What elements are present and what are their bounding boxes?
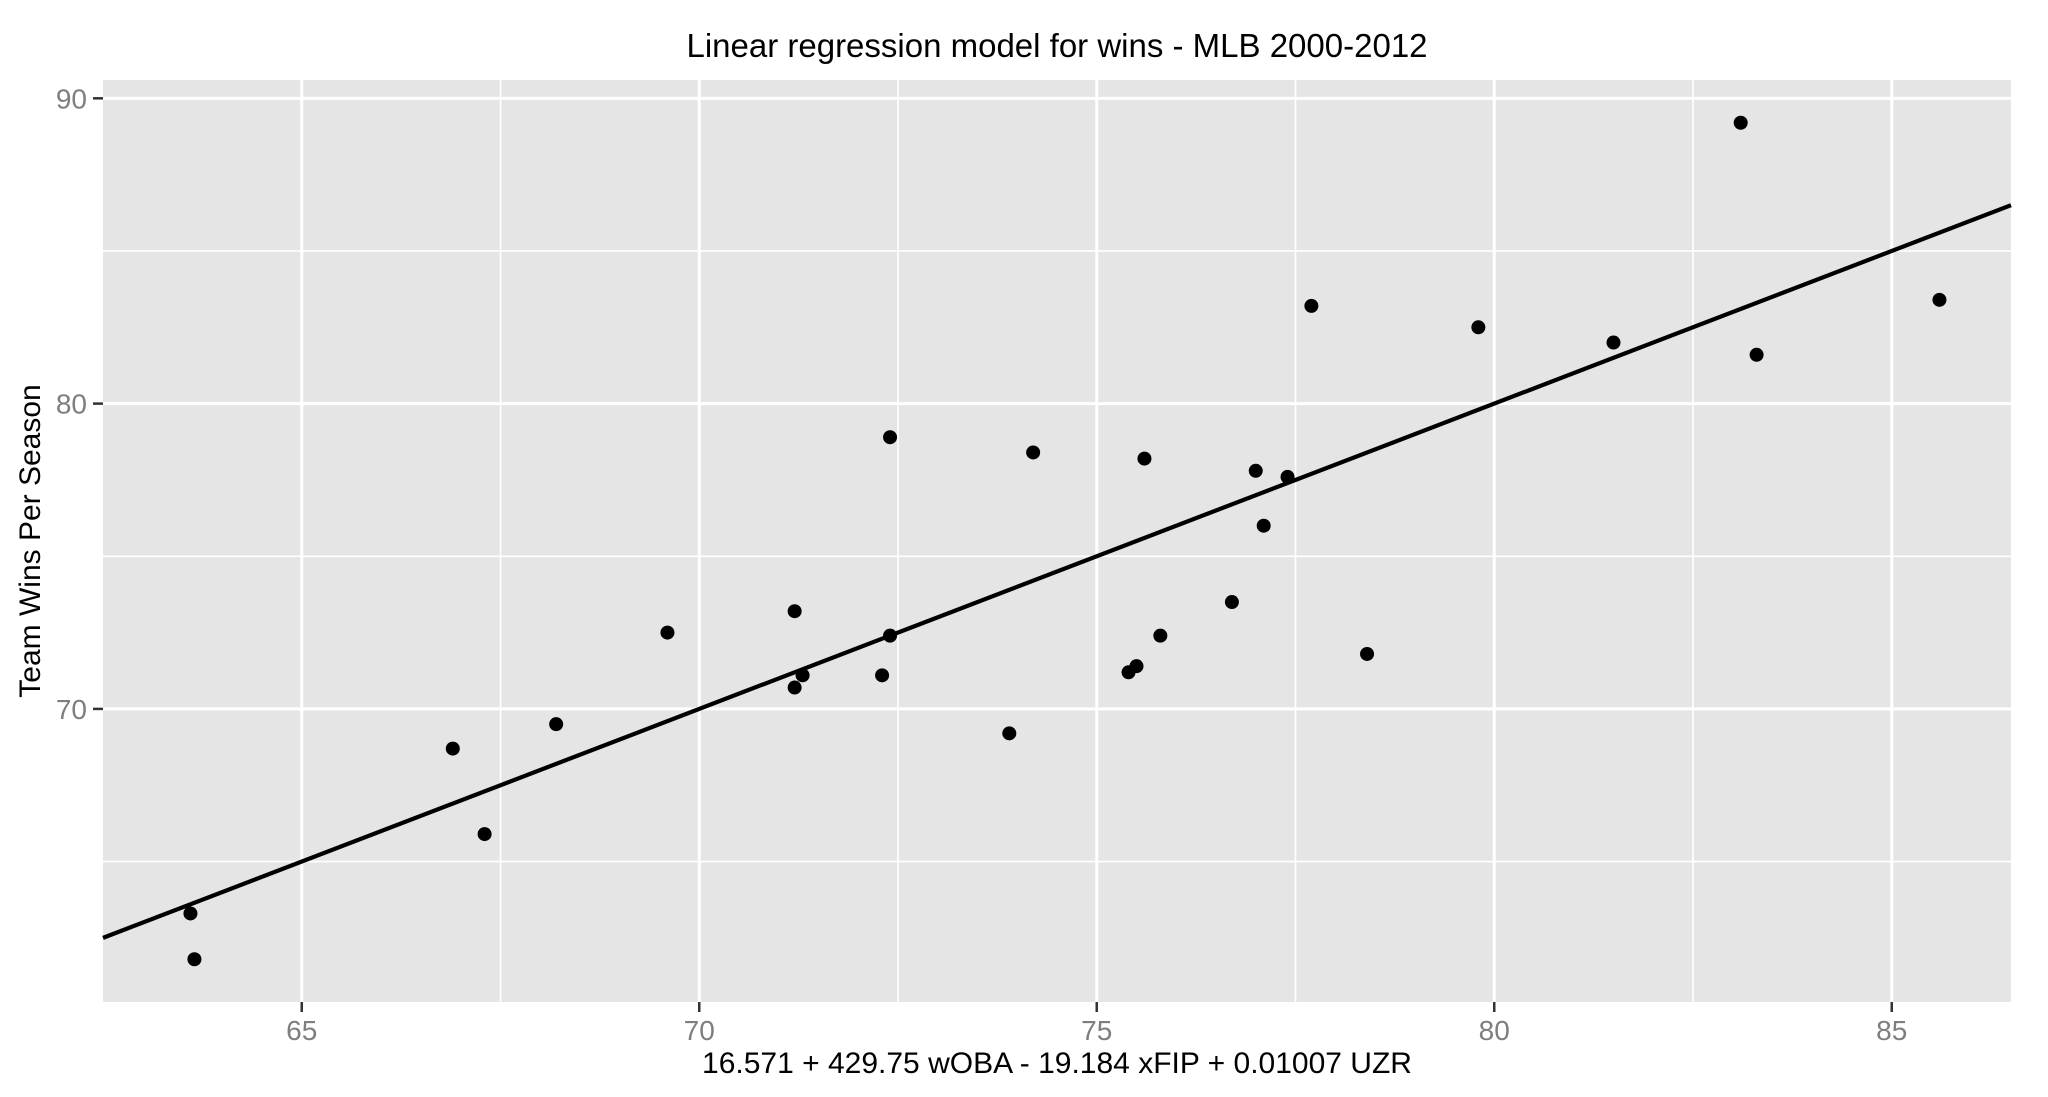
x-axis-title: 16.571 + 429.75 wOBA - 19.184 xFIP + 0.0… (702, 1047, 1412, 1080)
data-point (183, 906, 198, 921)
x-tick-label: 85 (1876, 1015, 1907, 1046)
data-point (875, 668, 890, 683)
data-point (1733, 115, 1748, 130)
data-point (187, 952, 202, 967)
x-tick-label: 65 (286, 1015, 317, 1046)
data-point (1026, 445, 1041, 460)
data-point (1304, 298, 1319, 313)
data-point (1129, 659, 1144, 674)
data-point (1749, 347, 1764, 362)
data-point (787, 680, 802, 695)
data-point (787, 604, 802, 619)
data-point (883, 628, 898, 643)
data-point (1153, 628, 1168, 643)
data-point (445, 741, 460, 756)
data-point (1248, 463, 1263, 478)
gridline-layer (103, 80, 2011, 1002)
y-tick-label: 80 (56, 389, 87, 420)
x-tick-label: 75 (1081, 1015, 1112, 1046)
regression-line (102, 203, 2012, 940)
scatter-points-layer (183, 115, 1947, 967)
data-point (1932, 292, 1947, 307)
data-point (1224, 595, 1239, 610)
tick-layer: 65 70 75 80 85 70 80 90 (56, 83, 1907, 1046)
data-point (1002, 726, 1017, 741)
data-point (1280, 469, 1295, 484)
panel-background (103, 80, 2011, 1002)
data-point (549, 717, 564, 732)
data-point (883, 430, 898, 445)
data-point (1606, 335, 1621, 350)
y-tick-label: 70 (56, 694, 87, 725)
data-point (1256, 518, 1271, 533)
y-axis-title: Team Wins Per Season (14, 384, 47, 697)
data-point (795, 668, 810, 683)
data-point (477, 827, 492, 842)
x-tick-label: 70 (684, 1015, 715, 1046)
data-point (660, 625, 675, 640)
data-point (1137, 451, 1152, 466)
y-tick-label: 90 (56, 83, 87, 114)
panel-background-layer (103, 80, 2011, 1002)
regression-line-layer (102, 203, 2012, 940)
chart-title: Linear regression model for wins - MLB 2… (686, 27, 1427, 64)
x-tick-label: 80 (1479, 1015, 1510, 1046)
data-point (1471, 320, 1486, 335)
data-point (1360, 646, 1375, 661)
